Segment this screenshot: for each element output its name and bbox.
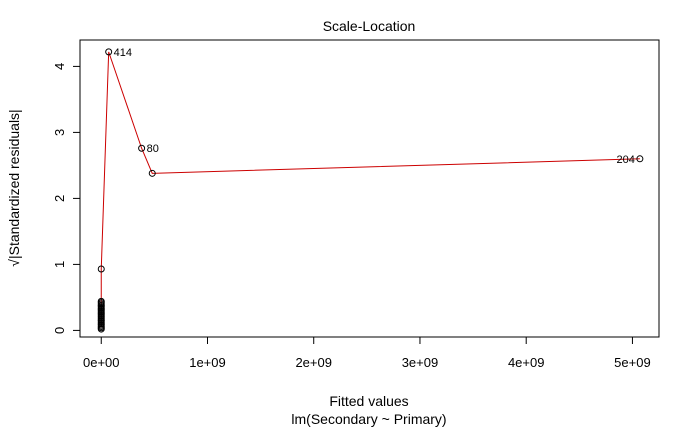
smoother-line (100, 51, 640, 328)
y-axis-label: √|Standardized residuals| (6, 109, 22, 266)
model-formula-label: lm(Secondary ~ Primary) (291, 411, 446, 427)
data-point (148, 169, 156, 177)
data-point (636, 155, 644, 163)
point-label: 80 (147, 143, 159, 155)
data-point (97, 297, 105, 305)
y-tick-label: 3 (52, 129, 67, 136)
x-axis: 0e+00 1e+09 2e+09 3e+09 4e+09 5e+09 (83, 336, 651, 370)
x-tick-label: 0e+00 (83, 355, 120, 370)
x-tick-label: 5e+09 (614, 355, 651, 370)
plot-frame (79, 39, 660, 338)
y-tick-label: 4 (52, 63, 67, 70)
point-labels-layer: 414 80 204 (114, 47, 635, 166)
y-tick-label: 1 (52, 261, 67, 268)
data-point (105, 48, 113, 56)
smoother-line-layer (100, 51, 640, 328)
chart-title: Scale-Location (323, 18, 416, 34)
y-tick-label: 0 (52, 327, 67, 334)
point-label: 414 (114, 47, 132, 59)
x-tick-label: 4e+09 (508, 355, 545, 370)
data-point (97, 265, 105, 273)
data-point (138, 144, 146, 152)
x-tick-label: 1e+09 (189, 355, 226, 370)
x-tick-label: 2e+09 (295, 355, 332, 370)
x-axis-label: Fitted values (329, 393, 408, 409)
point-label: 204 (617, 154, 635, 166)
y-axis: 0 1 2 3 4 (52, 63, 81, 334)
data-points-layer (97, 48, 644, 333)
x-tick-label: 3e+09 (402, 355, 439, 370)
y-tick-label: 2 (52, 195, 67, 202)
